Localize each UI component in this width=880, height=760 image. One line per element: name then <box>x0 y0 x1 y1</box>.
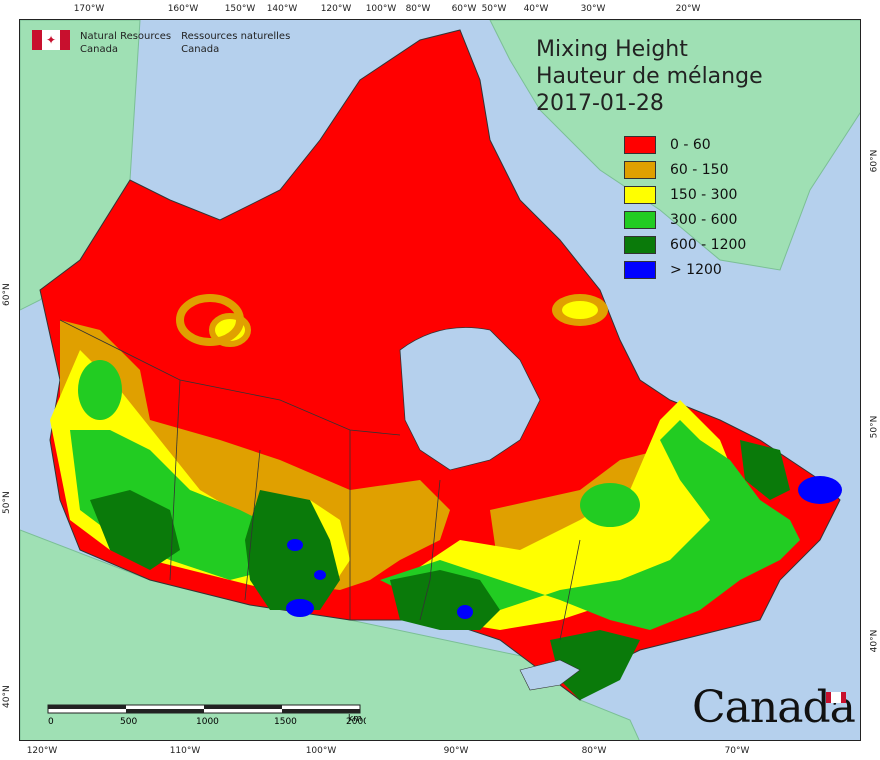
title-en: Mixing Height <box>536 37 688 62</box>
class-600-1200-ontario <box>390 570 500 630</box>
hudson-bay <box>399 327 541 471</box>
class-300-600-west <box>70 430 280 580</box>
legend-item: 600 - 1200 <box>624 232 746 257</box>
class-300-600-east <box>380 420 800 630</box>
bottom-tick: 100°W <box>305 746 337 756</box>
org-name-fr: Ressources naturelles Canada <box>181 30 290 56</box>
org-name-en: Natural Resources Canada <box>80 30 171 56</box>
title-fr: Hauteur de mélange <box>536 64 763 89</box>
class-600-1200-labrador <box>740 440 790 500</box>
class-600-1200-se <box>550 630 640 700</box>
canada-wordmark: Canada <box>692 682 856 733</box>
class-600-1200-bc <box>90 490 180 570</box>
class-60-150-spot <box>176 294 244 346</box>
scale-label: 1000 <box>196 717 219 727</box>
org-signature: ✦ Natural Resources Canada Ressources na… <box>32 30 290 56</box>
wordmark-flag-icon <box>826 692 846 703</box>
legend-swatch <box>624 235 656 254</box>
title-date: 2017-01-28 <box>536 91 664 116</box>
class-over-1200-prairie-2 <box>286 599 314 617</box>
bottom-tick: 70°W <box>724 746 750 756</box>
provincial-borders <box>59 319 581 641</box>
scale-label: 1500 <box>274 717 297 727</box>
legend-item: 300 - 600 <box>624 207 746 232</box>
bottom-tick: 90°W <box>443 746 469 756</box>
legend: 0 - 60 60 - 150 150 - 300 300 - 600 600 - 12… <box>624 132 746 282</box>
class-over-1200-prairie-3 <box>314 570 326 580</box>
legend-item: 150 - 300 <box>624 182 746 207</box>
greenland-land <box>489 20 860 271</box>
left-tick: 60°N <box>2 283 12 306</box>
org-fr-line1: Ressources naturelles <box>181 31 291 42</box>
top-tick: 160°W <box>167 4 199 14</box>
legend-item: > 1200 <box>624 257 746 282</box>
top-tick: 20°W <box>675 4 701 14</box>
org-fr-line2: Canada <box>181 44 220 55</box>
top-tick: 60°W <box>451 4 477 14</box>
right-tick: 60°N <box>869 149 880 173</box>
map-frame: ✦ Natural Resources Canada Ressources na… <box>19 19 861 741</box>
legend-swatch <box>624 210 656 229</box>
org-en-line1: Natural Resources <box>80 31 172 42</box>
top-tick: 100°W <box>365 4 397 14</box>
left-tick: 50°N <box>2 491 12 514</box>
bottom-tick: 110°W <box>169 746 201 756</box>
class-over-1200-ontario <box>457 605 473 619</box>
top-tick: 80°W <box>405 4 431 14</box>
bottom-tick: 120°W <box>26 746 58 756</box>
legend-label: 600 - 1200 <box>670 236 747 253</box>
class-over-1200-prairie-1 <box>287 539 303 551</box>
top-tick: 170°W <box>73 4 105 14</box>
legend-swatch <box>624 185 656 204</box>
top-tick: 30°W <box>580 4 606 14</box>
class-300-600-quebec <box>580 483 640 527</box>
map-title: Mixing Height Hauteur de mélange 2017-01… <box>536 36 763 117</box>
bottom-tick: 80°W <box>581 746 607 756</box>
canada-flag-icon: ✦ <box>32 30 70 50</box>
legend-swatch <box>624 135 656 154</box>
right-tick: 50°N <box>869 415 880 439</box>
legend-label: > 1200 <box>670 261 722 278</box>
legend-label: 60 - 150 <box>670 161 729 178</box>
scale-label: 500 <box>120 717 137 727</box>
org-en-line2: Canada <box>80 44 119 55</box>
top-tick: 40°W <box>523 4 549 14</box>
class-150-300-baffin <box>562 301 598 319</box>
top-tick: 140°W <box>266 4 298 14</box>
legend-label: 0 - 60 <box>670 136 711 153</box>
scale-label: 0 <box>48 717 54 727</box>
right-tick: 40°N <box>869 629 880 653</box>
top-tick: 150°W <box>224 4 256 14</box>
great-lakes <box>519 659 581 691</box>
legend-label: 300 - 600 <box>670 211 738 228</box>
map-canvas <box>20 20 860 740</box>
legend-swatch <box>624 160 656 179</box>
legend-label: 150 - 300 <box>670 186 738 203</box>
legend-swatch <box>624 260 656 279</box>
legend-item: 0 - 60 <box>624 132 746 157</box>
class-300-600-north <box>78 360 122 420</box>
top-tick: 50°W <box>481 4 507 14</box>
top-tick: 120°W <box>320 4 352 14</box>
class-over-1200-newfoundland <box>798 476 842 504</box>
legend-item: 60 - 150 <box>624 157 746 182</box>
left-tick: 40°N <box>2 685 12 708</box>
scale-unit: km <box>348 714 362 724</box>
